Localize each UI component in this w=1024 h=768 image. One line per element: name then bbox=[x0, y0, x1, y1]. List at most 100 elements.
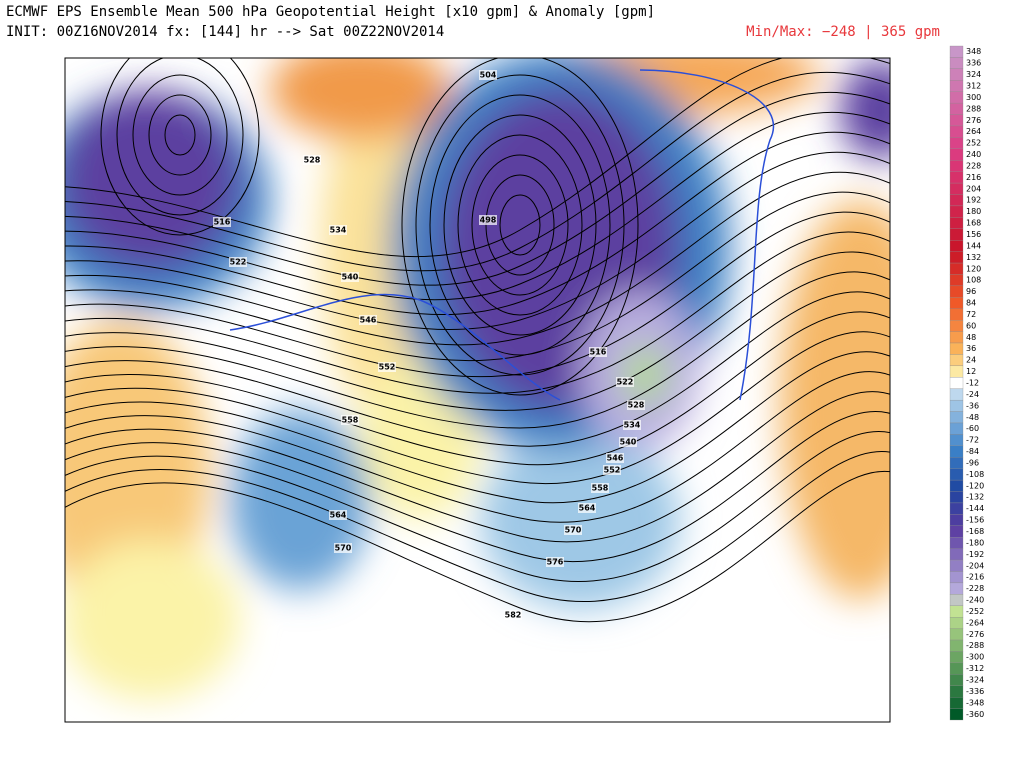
colorbar-swatch bbox=[949, 605, 964, 618]
colorbar-label: -168 bbox=[966, 527, 984, 536]
contour-label: 516 bbox=[214, 218, 231, 227]
low-contour bbox=[100, 58, 260, 236]
colorbar-label: -324 bbox=[966, 676, 984, 685]
contour-label-bg bbox=[329, 510, 347, 520]
colorbar-label: -216 bbox=[966, 573, 984, 582]
height-contour bbox=[65, 231, 890, 394]
contour-label-bg bbox=[619, 437, 637, 447]
colorbar-swatch bbox=[949, 274, 964, 287]
colorbar-label: 96 bbox=[966, 287, 976, 296]
colorbar-label: -144 bbox=[966, 504, 984, 513]
colorbar-swatch bbox=[949, 697, 964, 709]
contour-label: 570 bbox=[335, 544, 352, 553]
low-contour bbox=[471, 154, 569, 296]
colorbar-swatch bbox=[949, 57, 964, 69]
contour-label-bg bbox=[603, 465, 621, 475]
height-contour bbox=[65, 251, 890, 411]
colorbar-swatch bbox=[949, 68, 964, 81]
colorbar-label: 36 bbox=[966, 344, 976, 353]
contour-label-bg bbox=[623, 420, 641, 430]
contour-label-bg bbox=[359, 315, 377, 325]
colorbar-label: -252 bbox=[966, 607, 984, 616]
contour-label: 564 bbox=[330, 511, 347, 520]
low-contour bbox=[164, 114, 196, 156]
low-contour bbox=[415, 74, 625, 376]
contour-label-bg bbox=[303, 155, 321, 165]
contour-label-bg bbox=[479, 70, 497, 80]
height-contour bbox=[65, 291, 890, 447]
contour-label: 582 bbox=[505, 611, 522, 620]
contour-label: 546 bbox=[607, 454, 624, 463]
colorbar-label: -96 bbox=[966, 458, 979, 467]
contour-label-bg bbox=[546, 557, 564, 567]
colorbar-label: 312 bbox=[966, 81, 981, 90]
min-max: Min/Max: −248 | 365 gpm bbox=[746, 24, 940, 40]
height-contour bbox=[65, 191, 890, 362]
colorbar-label: 180 bbox=[966, 207, 981, 216]
contour-label: 522 bbox=[230, 258, 247, 267]
colorbar-swatch bbox=[949, 114, 964, 127]
colorbar-label: -240 bbox=[966, 596, 984, 605]
colorbar-label: 240 bbox=[966, 150, 981, 159]
colorbar-label: 204 bbox=[966, 184, 981, 193]
colorbar-swatch bbox=[949, 182, 964, 195]
contour-label-bg bbox=[341, 272, 359, 282]
height-contour bbox=[65, 311, 890, 466]
contour-label: 552 bbox=[604, 466, 621, 475]
contour-label: 570 bbox=[565, 526, 582, 535]
colorbar: 348 336 324 312 300 288 276 264 252 240 228 216 204 1… bbox=[949, 45, 984, 721]
colorbar-label: 156 bbox=[966, 230, 981, 239]
height-contour bbox=[65, 391, 890, 543]
colorbar-label: 72 bbox=[966, 310, 976, 319]
low-contour bbox=[116, 58, 244, 216]
colorbar-label: -24 bbox=[966, 390, 979, 399]
colorbar-swatch bbox=[949, 582, 964, 595]
colorbar-label: 108 bbox=[966, 276, 981, 285]
colorbar-swatch bbox=[949, 525, 964, 538]
low-contour bbox=[499, 194, 541, 256]
colorbar-swatch bbox=[949, 457, 964, 469]
contour-label: 558 bbox=[342, 416, 359, 425]
colorbar-swatch bbox=[949, 102, 964, 115]
contour-label: 558 bbox=[592, 484, 609, 493]
contour-label: 522 bbox=[617, 378, 634, 387]
colorbar-label: 24 bbox=[966, 356, 976, 365]
height-contour bbox=[65, 351, 890, 504]
colorbar-swatch bbox=[949, 651, 964, 664]
contour-label: 564 bbox=[579, 504, 596, 513]
height-contour bbox=[65, 271, 890, 429]
contour-label-bg bbox=[578, 503, 596, 513]
colorbar-swatch bbox=[949, 205, 964, 218]
contour-label-bg bbox=[591, 483, 609, 493]
height-contour bbox=[65, 71, 890, 272]
contour-label-bg bbox=[504, 610, 522, 620]
colorbar-swatch bbox=[949, 674, 964, 686]
colorbar-swatch bbox=[949, 377, 964, 389]
contour-label-bg bbox=[606, 453, 624, 463]
colorbar-label: -108 bbox=[966, 470, 984, 479]
colorbar-label: -192 bbox=[966, 550, 984, 559]
contour-label: 540 bbox=[620, 438, 637, 447]
colorbar-label: 288 bbox=[966, 104, 981, 113]
colorbar-label: -312 bbox=[966, 664, 984, 673]
contour-label-bg bbox=[616, 377, 634, 387]
height-contour bbox=[65, 331, 890, 485]
colorbar-swatch bbox=[949, 422, 964, 435]
colorbar-swatch bbox=[949, 559, 964, 572]
colorbar-swatch bbox=[949, 411, 964, 424]
colorbar-swatch bbox=[949, 125, 964, 138]
colorbar-label: 48 bbox=[966, 333, 976, 342]
contour-label-bg bbox=[378, 362, 396, 372]
colorbar-swatch bbox=[949, 80, 964, 92]
contour-label: 546 bbox=[360, 316, 377, 325]
contour-label-bg bbox=[213, 217, 231, 227]
colorbar-label: 336 bbox=[966, 59, 981, 68]
colorbar-label: -348 bbox=[966, 698, 984, 707]
colorbar-swatch bbox=[949, 354, 964, 367]
colorbar-swatch bbox=[949, 468, 964, 481]
colorbar-swatch bbox=[949, 662, 964, 675]
colorbar-swatch bbox=[949, 342, 964, 355]
colorbar-label: -276 bbox=[966, 630, 984, 639]
colorbar-label: -336 bbox=[966, 687, 984, 696]
